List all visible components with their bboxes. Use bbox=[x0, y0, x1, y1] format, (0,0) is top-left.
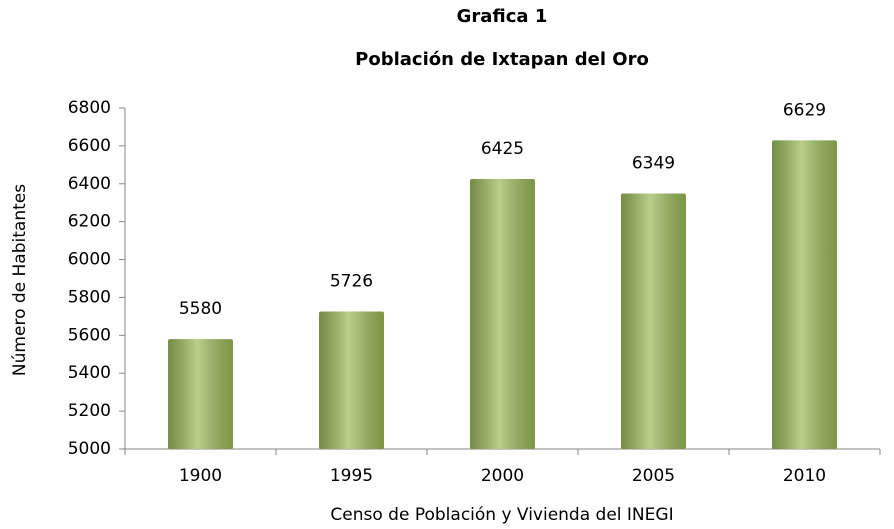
bar-shade bbox=[621, 193, 686, 449]
data-label: 5726 bbox=[330, 271, 373, 291]
chart-subtitle: Población de Ixtapan del Oro bbox=[355, 49, 649, 70]
x-axis-label: Censo de Población y Vivienda del INEGI bbox=[330, 505, 673, 525]
bar-shade bbox=[168, 339, 233, 449]
y-tick-label: 5600 bbox=[68, 325, 111, 345]
y-tick-label: 5400 bbox=[68, 363, 111, 383]
x-tick-label: 2000 bbox=[481, 466, 524, 486]
y-tick-label: 5200 bbox=[68, 401, 111, 421]
y-tick-label: 5800 bbox=[68, 287, 111, 307]
x-tick-label: 1995 bbox=[330, 466, 373, 486]
x-tick-label: 1900 bbox=[179, 466, 222, 486]
bar-shade bbox=[470, 179, 535, 449]
bar-shade bbox=[319, 311, 384, 449]
data-label: 6349 bbox=[632, 153, 675, 173]
bar-shade bbox=[772, 140, 837, 449]
data-label: 6425 bbox=[481, 139, 524, 159]
y-tick-label: 6800 bbox=[68, 98, 111, 118]
y-axis-label: Número de Habitantes bbox=[10, 184, 30, 376]
data-label: 6629 bbox=[783, 100, 826, 120]
y-tick-label: 5000 bbox=[68, 439, 111, 459]
data-label: 5580 bbox=[179, 299, 222, 319]
x-tick-label: 2005 bbox=[632, 466, 675, 486]
y-tick-label: 6400 bbox=[68, 174, 111, 194]
y-tick-label: 6000 bbox=[68, 250, 111, 270]
chart-title: Grafica 1 bbox=[457, 6, 548, 27]
x-tick-label: 2010 bbox=[783, 466, 826, 486]
y-tick-label: 6600 bbox=[68, 136, 111, 156]
y-tick-label: 6200 bbox=[68, 212, 111, 232]
